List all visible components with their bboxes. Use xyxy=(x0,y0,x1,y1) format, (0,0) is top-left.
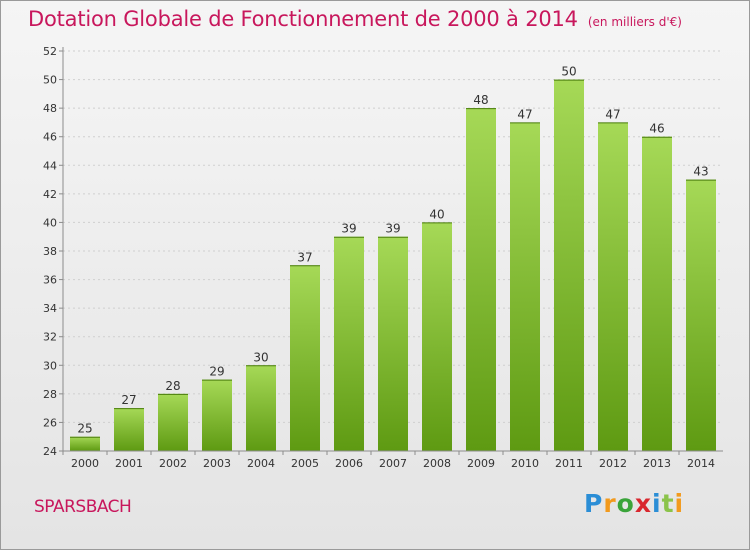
bar-value-label: 27 xyxy=(121,393,136,407)
x-tick-label: 2009 xyxy=(467,457,495,470)
y-tick-label: 36 xyxy=(43,274,57,287)
y-tick-label: 38 xyxy=(43,245,57,258)
bar xyxy=(686,179,716,452)
bar-value-label: 50 xyxy=(561,65,576,79)
logo-letter: i xyxy=(674,489,685,518)
bar xyxy=(202,379,232,451)
bar-layer xyxy=(70,79,716,452)
bar xyxy=(158,393,188,451)
bar xyxy=(554,79,584,452)
bar-value-label: 43 xyxy=(693,165,708,179)
bar xyxy=(510,122,540,451)
bar xyxy=(290,265,320,451)
bar-value-label: 29 xyxy=(209,365,224,379)
bar xyxy=(378,236,408,451)
x-tick-label: 2007 xyxy=(379,457,407,470)
x-tick-label: 2013 xyxy=(643,457,671,470)
chart-subtitle: (en milliers d'€) xyxy=(587,15,682,29)
bar xyxy=(70,436,100,451)
x-tick-label: 2012 xyxy=(599,457,627,470)
logo-letter: r xyxy=(603,489,617,518)
bar-value-label: 37 xyxy=(297,250,312,264)
bar xyxy=(422,222,452,451)
bar xyxy=(642,136,672,451)
y-tick-label: 50 xyxy=(43,74,57,87)
bar-value-label: 48 xyxy=(473,93,488,107)
y-tick-label: 48 xyxy=(43,102,57,115)
bar-value-label: 40 xyxy=(429,207,444,221)
commune-name: SPARSBACH xyxy=(34,497,132,517)
bar xyxy=(334,236,364,451)
x-tick-label: 2004 xyxy=(247,457,275,470)
bar-value-label: 47 xyxy=(605,107,620,121)
y-tick-label: 34 xyxy=(43,302,57,315)
bar-value-label: 46 xyxy=(649,122,664,136)
y-tick-label: 42 xyxy=(43,188,57,201)
x-tick-label: 2008 xyxy=(423,457,451,470)
bar xyxy=(598,122,628,451)
axis-layer: 24 26 28 30 32 34 36 38 40 42 44 46 48 50 52 2000 2001 20… xyxy=(43,45,723,470)
y-tick-label: 26 xyxy=(43,416,57,429)
bar-value-label: 25 xyxy=(77,422,92,436)
logo-letter: o xyxy=(616,489,635,518)
x-tick-label: 2010 xyxy=(511,457,539,470)
bar-value-label: 28 xyxy=(165,379,180,393)
y-tick-label: 28 xyxy=(43,388,57,401)
y-tick-label: 30 xyxy=(43,359,57,372)
proxiti-logo[interactable]: Proxiti xyxy=(584,489,684,518)
title-line: Dotation Globale de Fonctionnement de 20… xyxy=(28,7,682,31)
y-tick-label: 32 xyxy=(43,331,57,344)
y-tick-label: 24 xyxy=(43,445,57,458)
x-tick-label: 2014 xyxy=(687,457,715,470)
x-tick-label: 2002 xyxy=(159,457,187,470)
bar xyxy=(466,108,496,452)
y-tick-label: 40 xyxy=(43,216,57,229)
y-tick-label: 44 xyxy=(43,159,57,172)
logo-letter: t xyxy=(661,489,675,518)
x-tick-label: 2001 xyxy=(115,457,143,470)
y-tick-label: 46 xyxy=(43,131,57,144)
bar-value-label: 47 xyxy=(517,107,532,121)
logo-letter: i xyxy=(652,489,662,518)
bar-value-label: 30 xyxy=(253,350,268,364)
x-tick-label: 2000 xyxy=(71,457,99,470)
x-tick-label: 2011 xyxy=(555,457,583,470)
bar xyxy=(114,408,144,451)
logo-letter: x xyxy=(634,489,652,518)
label-layer: 25 27 28 29 30 37 39 39 40 48 47 50 47 46 43 xyxy=(77,65,708,436)
logo-letter: P xyxy=(584,489,604,518)
x-tick-label: 2006 xyxy=(335,457,363,470)
x-tick-label: 2003 xyxy=(203,457,231,470)
chart-title: Dotation Globale de Fonctionnement de 20… xyxy=(28,7,578,31)
bar-value-label: 39 xyxy=(385,222,400,236)
y-tick-label: 52 xyxy=(43,45,57,58)
bar-value-label: 39 xyxy=(341,222,356,236)
bar xyxy=(246,365,276,451)
x-tick-label: 2005 xyxy=(291,457,319,470)
